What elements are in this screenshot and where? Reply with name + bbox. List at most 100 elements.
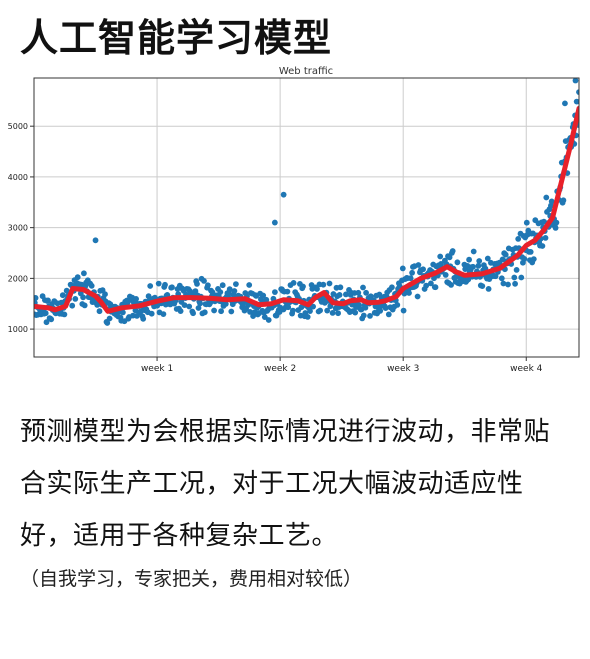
scatter-point	[552, 225, 559, 231]
description-text: 预测模型为会根据实际情况进行波动，非常贴合实际生产工况，对于工况大幅波动适应性好…	[20, 417, 551, 551]
scatter-point	[573, 98, 579, 105]
scatter-point	[511, 274, 518, 281]
scatter-point	[367, 313, 373, 319]
scatter-point	[92, 237, 99, 244]
scatter-point	[548, 202, 554, 209]
scatter-point	[197, 300, 204, 307]
scatter-point	[43, 319, 50, 326]
scatter-point	[272, 289, 278, 295]
y-tick-label: 1000	[8, 325, 28, 334]
scatter-point	[280, 191, 287, 198]
scatter-point	[190, 310, 197, 317]
chart-svg: week 1 week 2 week 3 week 4 1000 2000 3000 4000…	[8, 66, 580, 374]
scatter-point	[542, 235, 549, 241]
scatter-point	[437, 253, 444, 260]
scatter-point	[389, 284, 395, 291]
scatter-point	[337, 284, 344, 291]
scatter-point	[576, 89, 579, 95]
scatter-point	[500, 280, 507, 287]
scatter-point	[513, 267, 520, 273]
scatter-point	[181, 302, 188, 308]
scatter-point	[148, 310, 155, 317]
scatter-point	[162, 281, 168, 288]
scatter-point	[222, 301, 229, 307]
scatter-point	[543, 194, 550, 201]
scatter-point	[360, 284, 366, 291]
scatter-point	[479, 283, 486, 289]
scatter-point	[194, 281, 200, 287]
scatter-point	[324, 307, 331, 314]
scatter-point	[265, 317, 272, 323]
scatter-point	[48, 316, 55, 323]
scatter-point	[423, 282, 430, 289]
scatter-point	[298, 304, 305, 311]
scatter-point	[186, 303, 193, 310]
scatter-point	[521, 256, 528, 262]
scatter-point	[320, 281, 327, 288]
scatter-point	[211, 307, 218, 314]
scatter-point	[485, 286, 492, 292]
y-tick-label: 4000	[8, 173, 28, 182]
note-text: （自我学习，专家把关，费用相对较低）	[20, 568, 363, 590]
scatter-point	[484, 255, 491, 262]
scatter-point	[133, 296, 140, 302]
x-tick-label: week 1	[141, 364, 173, 374]
scatter-point	[442, 272, 449, 278]
scatter-point	[147, 283, 154, 289]
scatter-point	[201, 278, 207, 284]
scatter-point	[329, 310, 336, 316]
scatter-point	[335, 310, 341, 317]
scatter-point	[505, 281, 511, 288]
grid-layer	[34, 78, 579, 357]
scatter-point	[120, 309, 126, 316]
page-title: 人工智能学习模型	[20, 16, 333, 60]
scatter-point	[304, 314, 311, 320]
scatter-point	[382, 305, 389, 311]
scatter-point	[140, 315, 147, 322]
scatter-point	[548, 198, 555, 205]
scatter-point	[169, 284, 175, 291]
scatter-point	[454, 259, 461, 266]
scatter-point	[400, 307, 407, 314]
chart-title: Web traffic	[279, 66, 333, 77]
plot-frame	[33, 77, 580, 358]
scatter-point	[59, 292, 66, 299]
scatter-point	[415, 262, 422, 268]
scatter-point	[399, 265, 406, 272]
scatter-point	[63, 287, 70, 294]
scatter-point	[466, 256, 472, 263]
scatter-point	[34, 295, 39, 301]
scatter-point	[385, 311, 392, 318]
scatter-point	[527, 249, 534, 255]
scatter-point	[106, 315, 113, 322]
scatter-point	[448, 282, 454, 288]
scatter-point	[218, 308, 225, 315]
scatter-point	[88, 282, 95, 289]
x-tick-label: week 2	[264, 364, 296, 374]
scatter-point	[314, 286, 320, 292]
scatter-point	[560, 197, 567, 204]
scatter-point	[407, 275, 414, 282]
scatter-point	[247, 309, 253, 315]
scatter-point	[326, 280, 333, 287]
scatter-point	[530, 256, 537, 262]
scatter-point	[81, 270, 87, 277]
scatter-point	[290, 307, 296, 314]
scatter-point	[102, 291, 108, 298]
scatter-point	[195, 305, 202, 311]
scatter-point	[307, 308, 313, 314]
trend-line	[34, 105, 579, 314]
scatter-point	[512, 280, 518, 287]
scatter-point	[336, 292, 343, 298]
scatter-point	[515, 236, 522, 242]
scatter-point	[74, 274, 81, 281]
scatter-point	[219, 282, 226, 289]
x-tick-label: week 3	[387, 364, 419, 374]
y-tick-label: 3000	[8, 224, 28, 233]
scatter-point	[226, 286, 233, 293]
scatter-point	[432, 284, 439, 291]
scatter-point	[69, 302, 76, 309]
scatter-point	[284, 288, 291, 295]
scatter-point	[476, 258, 483, 264]
scatter-point	[201, 309, 208, 316]
